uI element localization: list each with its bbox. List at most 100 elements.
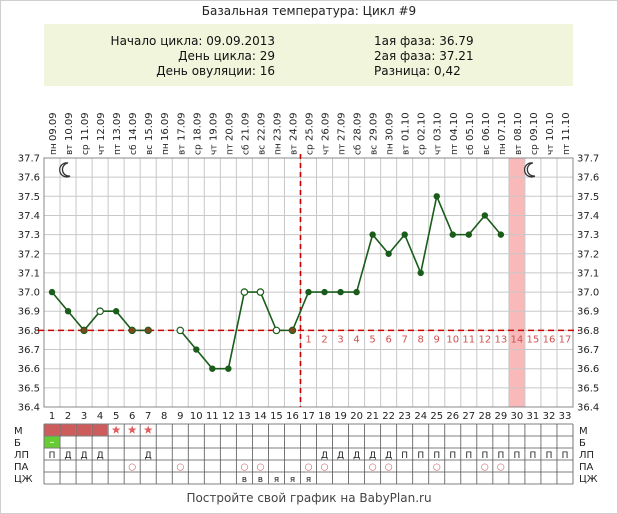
luteal-day-label: 10 [446, 334, 459, 345]
data-point [385, 250, 392, 257]
weekday-label: ср [193, 144, 203, 155]
lp-cell-text: П [530, 451, 537, 461]
x-tick-label: 3 [81, 411, 87, 422]
luteal-day-label: 7 [401, 334, 407, 345]
weekday-label: пн [273, 143, 283, 155]
pa-mark: ○ [321, 463, 329, 473]
pa-mark: ○ [128, 463, 136, 473]
weekday-label: пт [450, 144, 460, 155]
y-tick-label-left: 37.5 [18, 192, 40, 203]
x-tick-label: 1 [49, 411, 55, 422]
y-tick-label-left: 37.2 [18, 249, 40, 260]
ovulation-day-text: День овуляции: 16 [156, 64, 275, 78]
date-label: 17.09 [176, 112, 187, 141]
x-tick-label: 11 [206, 411, 219, 422]
pa-mark: ○ [497, 463, 505, 473]
phase1-text: 1ая фаза: 36.79 [374, 34, 474, 48]
czh-cell-text: я [306, 475, 311, 485]
spotting-star-icon [143, 425, 153, 434]
y-tick-label-left: 37.6 [18, 173, 40, 184]
lp-cell-text: Д [385, 451, 392, 461]
weekday-label: чт [97, 144, 107, 155]
date-label: 28.09 [353, 112, 364, 141]
y-tick-label-right: 37.4 [577, 211, 599, 222]
lp-cell-text: Д [81, 451, 88, 461]
y-tick-label-right: 37.6 [577, 173, 599, 184]
x-tick-label: 24 [414, 411, 427, 422]
weekday-label: чт [322, 144, 332, 155]
data-point [401, 231, 408, 238]
data-point [321, 288, 328, 296]
x-tick-label: 26 [446, 411, 459, 422]
weekday-label: пн [49, 143, 59, 155]
y-tick-label-right: 37.2 [577, 249, 599, 260]
x-tick-label: 31 [527, 411, 540, 422]
luteal-day-label: 14 [511, 334, 524, 345]
luteal-day-label: 3 [337, 334, 343, 345]
date-label: 08.10 [513, 112, 524, 141]
phase2-text: 2ая фаза: 37.21 [374, 49, 474, 63]
data-point [225, 365, 232, 372]
weekday-label: пт [338, 144, 348, 155]
x-tick-label: 13 [238, 411, 251, 422]
x-tick-label: 22 [382, 411, 395, 422]
luteal-day-label: 1 [305, 334, 311, 345]
lp-cell-text: П [465, 451, 472, 461]
weekday-label: ср [418, 144, 428, 155]
table-row-label-left: М [14, 426, 23, 437]
date-label: 20.09 [224, 112, 235, 141]
y-tick-label-left: 37.7 [18, 154, 40, 165]
x-tick-label: 10 [190, 411, 203, 422]
date-label: 19.09 [208, 112, 219, 141]
data-point-open [176, 326, 185, 335]
data-point-open [256, 288, 265, 296]
date-label: 05.10 [465, 112, 476, 141]
weekday-label: чт [209, 144, 219, 155]
moon-icon [523, 162, 536, 178]
luteal-day-label: 13 [494, 334, 507, 345]
fertile-mark: – [50, 437, 55, 448]
data-point [465, 231, 473, 238]
x-tick-label: 29 [494, 411, 507, 422]
cycle-day-text: День цикла: 29 [178, 49, 275, 63]
data-point [112, 308, 120, 315]
y-tick-label-right: 36.9 [577, 307, 599, 318]
weekday-label: вт [65, 144, 75, 155]
weekday-label: сб [354, 144, 364, 155]
luteal-day-label: 6 [385, 334, 391, 345]
x-tick-label: 5 [113, 411, 119, 422]
x-tick-label: 25 [430, 411, 443, 422]
data-point-marked [80, 326, 88, 335]
table-row-label-left: ПА [14, 462, 29, 473]
lp-cell-text: Д [65, 451, 72, 461]
date-label: 09.10 [529, 112, 540, 141]
y-tick-label-left: 36.9 [18, 307, 40, 318]
weekday-label: ср [530, 144, 540, 155]
lp-cell-text: Д [321, 451, 328, 461]
pa-mark: ○ [256, 463, 264, 473]
pa-mark: ○ [240, 463, 248, 473]
x-tick-label: 32 [543, 411, 556, 422]
date-label: 21.09 [240, 112, 251, 141]
luteal-day-label: 4 [353, 334, 359, 345]
luteal-day-label: 11 [462, 334, 475, 345]
lp-cell-text: П [401, 451, 408, 461]
data-point [481, 212, 489, 219]
luteal-day-label: 8 [418, 334, 424, 345]
czh-cell-text: я [290, 475, 295, 485]
table-row-label-right: ПА [579, 462, 594, 473]
y-tick-label-left: 36.8 [18, 326, 40, 337]
weekday-label: сб [466, 144, 476, 155]
moon-icon [59, 162, 71, 178]
weekday-label: вс [257, 145, 267, 155]
footer-link[interactable]: Постройте свой график на BabyPlan.ru [186, 491, 432, 505]
weekday-label: сб [241, 144, 251, 155]
x-tick-label: 2 [65, 411, 71, 422]
weekday-label: вт [289, 144, 299, 155]
pa-mark: ○ [305, 463, 313, 473]
data-point-marked [288, 326, 297, 335]
lp-cell-text: Д [337, 451, 344, 461]
weekday-label: вт [514, 144, 524, 155]
y-tick-label-left: 37.1 [18, 268, 40, 279]
